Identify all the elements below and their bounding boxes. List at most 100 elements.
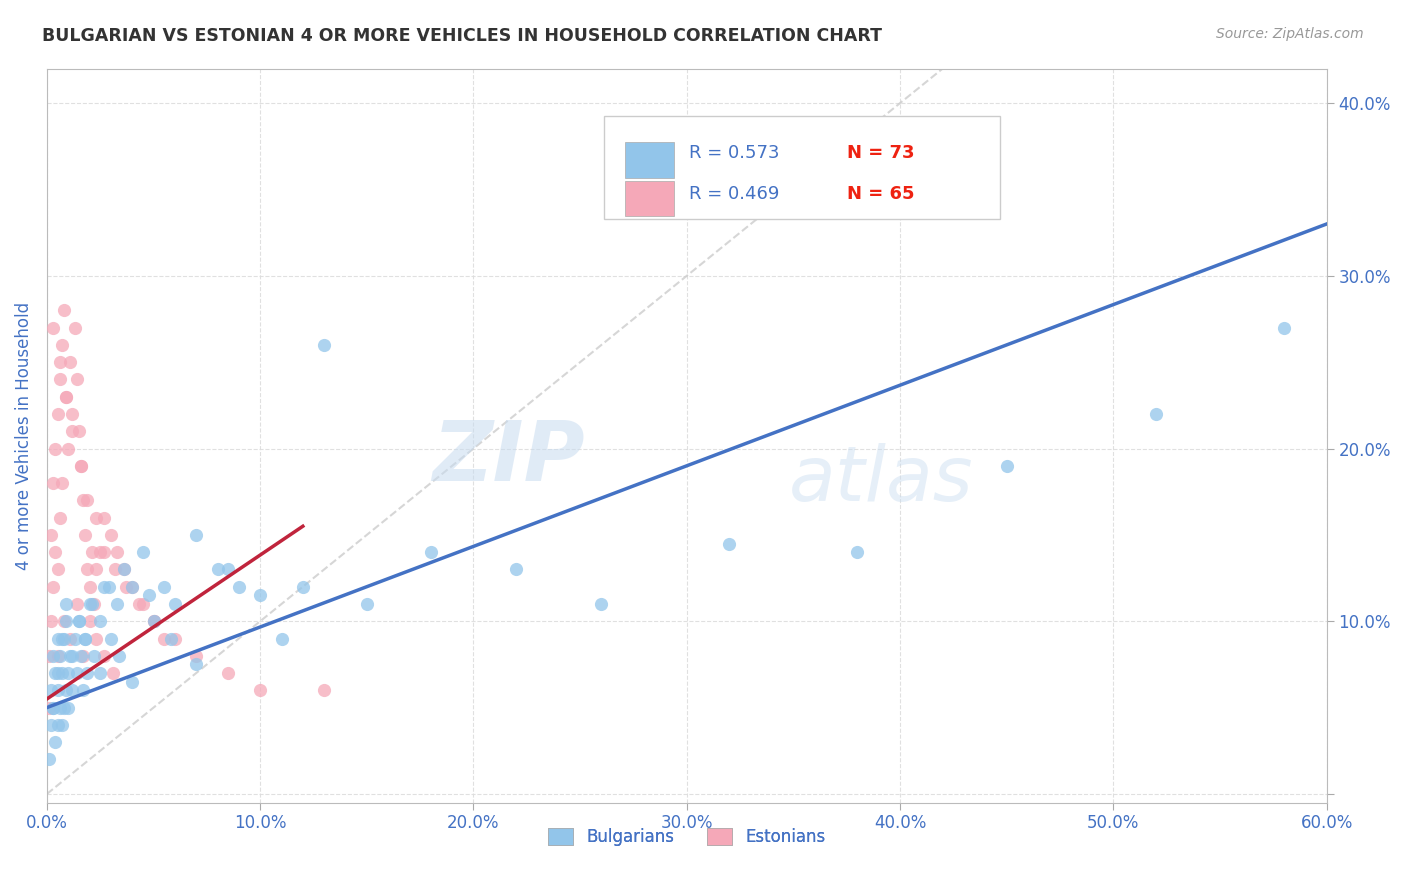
Point xyxy=(38,648,60,663)
Point xyxy=(93,510,115,524)
Point xyxy=(46,407,69,421)
Point xyxy=(48,355,70,369)
Point xyxy=(59,648,82,663)
Point xyxy=(132,597,155,611)
Point xyxy=(55,390,77,404)
Point xyxy=(142,614,165,628)
Point xyxy=(66,666,89,681)
Point xyxy=(153,580,176,594)
FancyBboxPatch shape xyxy=(626,180,673,216)
Point xyxy=(46,683,69,698)
Point xyxy=(58,666,80,681)
Point xyxy=(128,597,150,611)
Point xyxy=(44,545,66,559)
Point xyxy=(995,458,1018,473)
Point xyxy=(70,458,93,473)
Point xyxy=(186,528,208,542)
Point xyxy=(101,666,124,681)
Point xyxy=(291,580,314,594)
FancyBboxPatch shape xyxy=(603,116,1000,219)
Point xyxy=(97,580,120,594)
Point xyxy=(121,580,143,594)
Point xyxy=(48,648,70,663)
Point xyxy=(79,614,101,628)
Point xyxy=(48,510,70,524)
Point xyxy=(62,424,84,438)
Point xyxy=(249,588,271,602)
Point xyxy=(59,355,82,369)
Point xyxy=(55,614,77,628)
Point xyxy=(39,528,62,542)
Point xyxy=(1272,320,1295,334)
Point xyxy=(80,597,103,611)
Point xyxy=(105,545,128,559)
Point xyxy=(63,632,86,646)
Point xyxy=(52,700,75,714)
Point xyxy=(51,632,73,646)
Point xyxy=(132,545,155,559)
Point xyxy=(104,562,127,576)
Text: R = 0.469: R = 0.469 xyxy=(689,186,780,203)
Point xyxy=(207,562,229,576)
Point xyxy=(62,683,84,698)
Point xyxy=(58,700,80,714)
Y-axis label: 4 or more Vehicles in Household: 4 or more Vehicles in Household xyxy=(15,301,32,570)
Point xyxy=(75,632,97,646)
Point xyxy=(38,700,60,714)
Point xyxy=(591,597,613,611)
Point xyxy=(93,545,115,559)
FancyBboxPatch shape xyxy=(626,143,673,178)
Point xyxy=(93,648,115,663)
Point xyxy=(52,614,75,628)
Point xyxy=(44,666,66,681)
Text: Source: ZipAtlas.com: Source: ZipAtlas.com xyxy=(1216,27,1364,41)
Point xyxy=(42,476,65,491)
Point xyxy=(314,683,336,698)
Text: atlas: atlas xyxy=(789,442,974,516)
Point xyxy=(163,597,186,611)
Point xyxy=(153,632,176,646)
Point xyxy=(314,338,336,352)
Point xyxy=(505,562,527,576)
Point xyxy=(79,580,101,594)
Point xyxy=(66,372,89,386)
Point xyxy=(112,562,135,576)
Point xyxy=(70,648,93,663)
Point xyxy=(44,735,66,749)
Point xyxy=(159,632,181,646)
Point xyxy=(46,648,69,663)
Point xyxy=(55,683,77,698)
Point xyxy=(217,666,239,681)
Point xyxy=(846,545,869,559)
Point xyxy=(79,597,101,611)
Point xyxy=(356,597,378,611)
Point xyxy=(48,700,70,714)
Point xyxy=(62,648,84,663)
Point xyxy=(114,580,136,594)
Point xyxy=(51,718,73,732)
Point xyxy=(42,700,65,714)
Point xyxy=(52,632,75,646)
Point xyxy=(39,718,62,732)
Point xyxy=(42,580,65,594)
Point xyxy=(249,683,271,698)
Point xyxy=(163,632,186,646)
Point xyxy=(63,320,86,334)
Point xyxy=(718,536,741,550)
Point xyxy=(72,648,94,663)
Point xyxy=(76,493,98,508)
Point xyxy=(75,632,97,646)
Point xyxy=(89,545,111,559)
Point xyxy=(186,657,208,672)
Text: BULGARIAN VS ESTONIAN 4 OR MORE VEHICLES IN HOUSEHOLD CORRELATION CHART: BULGARIAN VS ESTONIAN 4 OR MORE VEHICLES… xyxy=(42,27,882,45)
Point xyxy=(55,390,77,404)
Point xyxy=(39,683,62,698)
Point xyxy=(46,562,69,576)
Point xyxy=(121,674,143,689)
Point xyxy=(100,528,122,542)
Point xyxy=(84,510,107,524)
Point xyxy=(270,632,292,646)
Point xyxy=(52,303,75,318)
Point xyxy=(70,458,93,473)
Point xyxy=(42,648,65,663)
